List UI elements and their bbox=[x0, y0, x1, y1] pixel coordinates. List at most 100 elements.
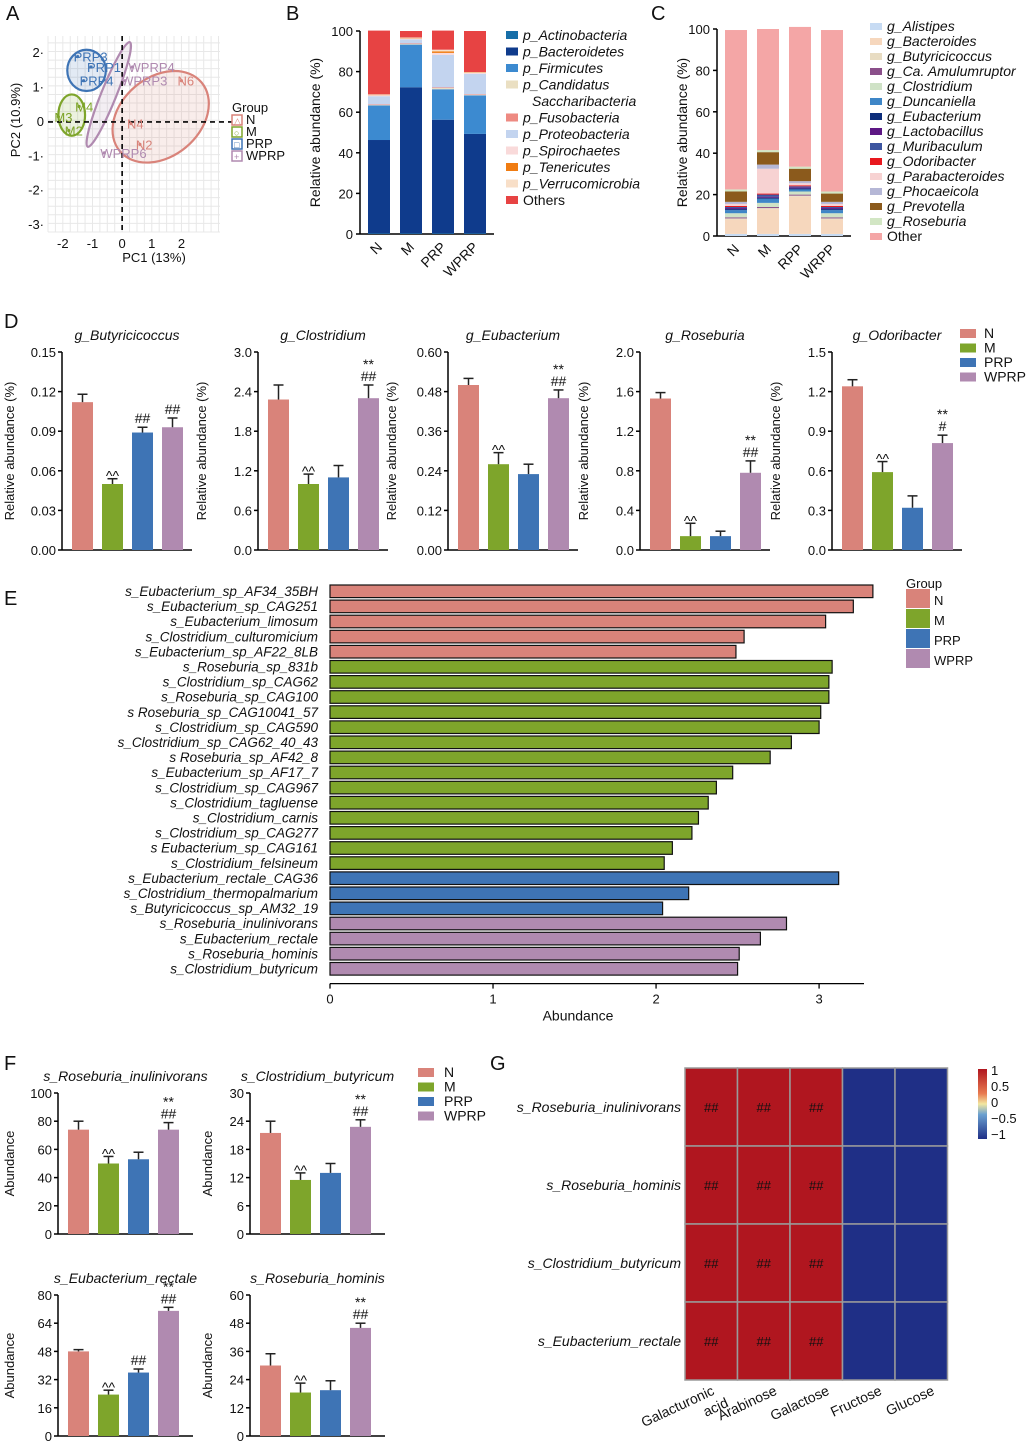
y-axis-label: Abundance bbox=[2, 1131, 17, 1197]
bar-WPRP bbox=[330, 917, 786, 930]
legend-label: p_Verrucomicrobia bbox=[522, 176, 640, 192]
bar-segment bbox=[432, 88, 454, 89]
legend-swatch bbox=[506, 130, 518, 138]
bar-segment bbox=[821, 202, 843, 204]
bar-PRP bbox=[330, 872, 839, 885]
colorbar-tick-label: 0 bbox=[991, 1095, 998, 1110]
legend-swatch bbox=[870, 218, 882, 225]
point-label: PRP1 bbox=[87, 60, 121, 75]
bar-segment bbox=[368, 31, 390, 95]
y-tick-label: 1.2 bbox=[234, 464, 252, 479]
y-tick-label: 40 bbox=[38, 1171, 52, 1186]
y-tick-label: 16 bbox=[38, 1401, 52, 1416]
bar-M bbox=[330, 706, 821, 719]
y-tick-label: -2· bbox=[28, 183, 44, 198]
bar-segment bbox=[725, 189, 747, 191]
legend-label: g_Lactobacillus bbox=[887, 123, 984, 139]
y-tick-label: 2· bbox=[32, 45, 44, 60]
row-label: s_Eubacterium_limosum bbox=[170, 614, 318, 629]
bar-segment bbox=[725, 208, 747, 209]
bar-segment bbox=[789, 187, 811, 188]
bar-M bbox=[98, 1395, 119, 1436]
bar-segment bbox=[757, 195, 779, 197]
row-label: s_Eubacterium_sp_AF34_35BH bbox=[125, 584, 318, 599]
legend-swatch bbox=[506, 147, 518, 155]
y-tick-label: 80 bbox=[696, 63, 710, 78]
cell-label: ## bbox=[809, 1100, 824, 1115]
bar-segment bbox=[789, 196, 811, 197]
legend-swatch bbox=[506, 48, 518, 56]
legend-swatch-WPRP bbox=[906, 649, 930, 668]
bar-N bbox=[330, 645, 736, 658]
bar-segment bbox=[757, 207, 779, 208]
bar-segment bbox=[725, 206, 747, 207]
heatmap-cell bbox=[895, 1224, 948, 1302]
legend-marker: □ bbox=[234, 140, 240, 150]
y-tick-label: 0 bbox=[346, 227, 353, 242]
x-tick-label: N bbox=[724, 241, 742, 259]
legend-swatch-M bbox=[960, 344, 976, 353]
y-tick-label: 0 bbox=[45, 1429, 52, 1444]
bar-N bbox=[330, 585, 873, 598]
legend-swatch bbox=[870, 98, 882, 105]
bar-segment bbox=[789, 27, 811, 167]
y-axis-label: Relative abundance (%) bbox=[307, 58, 323, 207]
significance-label: ** bbox=[363, 356, 374, 372]
legend-label: g_Duncaniella bbox=[887, 93, 976, 109]
panel-g: G######s_Roseburia_inulinivorans######s_… bbox=[485, 1040, 1030, 1444]
bar-segment bbox=[789, 169, 811, 181]
bar-segment bbox=[821, 194, 843, 202]
significance-label: ## bbox=[131, 1352, 147, 1368]
bar-segment bbox=[464, 94, 486, 95]
x-tick-label: WPRP bbox=[440, 239, 481, 280]
bar-segment bbox=[757, 197, 779, 198]
bar-M bbox=[330, 676, 829, 689]
chart-title: g_Eubacterium bbox=[466, 327, 561, 343]
legend-label: Saccharibacteria bbox=[532, 93, 636, 109]
bar-PRP bbox=[320, 1390, 341, 1436]
y-tick-label: 0.4 bbox=[616, 503, 634, 518]
chart-title: s_Eubacterium_rectale bbox=[54, 1270, 197, 1286]
row-label: s_Clostridium_sp_CAG277 bbox=[155, 826, 318, 841]
x-tick-label: 3 bbox=[815, 992, 822, 1007]
y-tick-label: 6 bbox=[237, 1199, 244, 1214]
bar-segment bbox=[400, 39, 422, 43]
legend-swatch bbox=[506, 180, 518, 188]
bar-segment bbox=[725, 217, 747, 218]
bar-segment bbox=[368, 106, 390, 141]
panel-letter-g: G bbox=[490, 1053, 506, 1075]
cell-label: ## bbox=[757, 1100, 772, 1115]
bar-N bbox=[68, 1130, 89, 1234]
point-label: M3 bbox=[54, 110, 72, 125]
y-tick-label: 80 bbox=[339, 65, 353, 80]
legend-swatch-WPRP bbox=[960, 373, 976, 382]
bar-N bbox=[330, 630, 744, 643]
bar-segment bbox=[368, 95, 390, 96]
significance-label: ** bbox=[355, 1294, 366, 1310]
panel-letter-d: D bbox=[4, 311, 18, 333]
row-label: s_Roseburia_inulinivorans bbox=[160, 916, 319, 931]
bar-segment bbox=[821, 218, 843, 219]
legend-swatch bbox=[870, 173, 882, 180]
colorbar-tick-label: 1 bbox=[991, 1063, 998, 1078]
panel-letter: C bbox=[651, 3, 665, 25]
legend-swatch-M bbox=[906, 609, 930, 628]
bar-N bbox=[260, 1133, 281, 1234]
y-tick-label: 1.6 bbox=[616, 385, 634, 400]
bar-segment bbox=[757, 194, 779, 195]
y-tick-label: 1.2 bbox=[808, 385, 826, 400]
y-tick-label: 0.9 bbox=[808, 424, 826, 439]
row-label: s_Eubacterium_sp_AF22_8LB bbox=[135, 644, 318, 659]
legend-swatch bbox=[870, 113, 882, 120]
bar-segment bbox=[464, 134, 486, 233]
x-axis-label: PC1 (13%) bbox=[122, 250, 186, 265]
bar-M bbox=[680, 536, 701, 550]
bar-segment bbox=[757, 165, 779, 169]
bar-segment bbox=[821, 234, 843, 236]
legend-label: Others bbox=[523, 192, 565, 208]
